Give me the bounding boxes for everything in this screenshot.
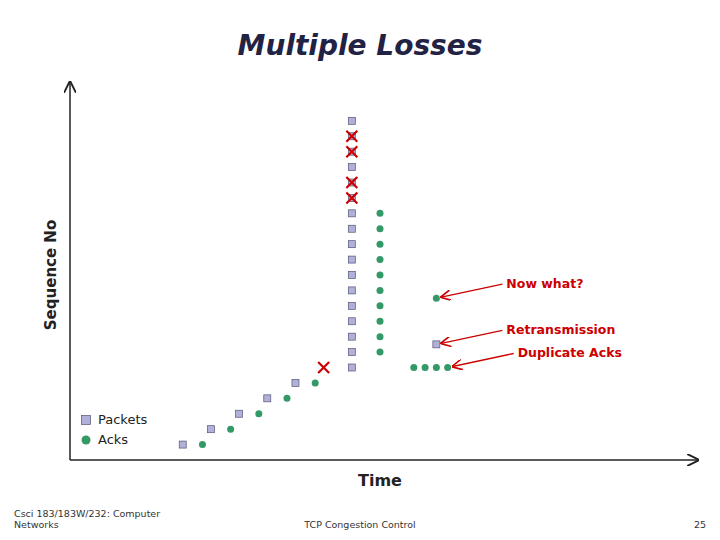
point [377,333,384,340]
point [348,256,355,263]
point [346,131,357,142]
point [348,333,355,340]
y-axis-line [69,82,71,460]
annotation: Retransmission [506,322,615,337]
point [255,410,262,417]
point [346,192,357,203]
footer-text: TCP Congestion Control [303,519,415,530]
footer-text: 25 [694,519,706,530]
point [227,426,234,433]
point [318,362,329,373]
x-axis-line [70,459,698,461]
point [433,295,440,302]
point [348,210,355,217]
legend-swatch [82,436,91,445]
point [377,287,384,294]
point [348,364,355,371]
point [377,241,384,248]
legend-swatch [82,416,91,425]
point [348,241,355,248]
series-2 [318,131,357,373]
point [346,146,357,157]
annotation-arrow [453,354,514,367]
annotation: Now what? [506,276,583,291]
point [348,318,355,325]
annotation: Duplicate Acks [518,345,622,360]
point [264,395,271,402]
point [377,318,384,325]
point [348,287,355,294]
point [292,379,299,386]
x-axis-label: Time [358,471,402,490]
point [199,441,206,448]
point [348,349,355,356]
point [207,426,214,433]
legend-label: Acks [98,432,128,447]
point [312,379,319,386]
footer-text: Csci 183/183W/232: ComputerNetworks [14,508,160,530]
series-1 [199,210,451,448]
point [433,364,440,371]
footer-line: Networks [14,519,59,530]
point [377,272,384,279]
point [377,225,384,232]
point [348,117,355,124]
point [284,395,291,402]
annotation-arrow [441,330,502,343]
point [410,364,417,371]
point [444,364,451,371]
point [377,256,384,263]
point [377,349,384,356]
legend: Packets Acks [82,412,148,447]
point [377,302,384,309]
footer-line: Csci 183/183W/232: Computer [14,508,160,519]
point [348,302,355,309]
footer-line: 25 [694,519,706,530]
y-axis-label: Sequence No [42,220,60,330]
marks [179,117,451,448]
legend-label: Packets [98,412,148,427]
point [236,410,243,417]
point [179,441,186,448]
point [422,364,429,371]
title: Multiple Losses [238,29,483,62]
point [348,225,355,232]
footer-line: TCP Congestion Control [303,519,415,530]
point [348,164,355,171]
annotation-arrow [441,284,502,297]
chart: Multiple Losses Time Sequence No Now what? R… [0,0,720,540]
point [433,341,440,348]
point [348,272,355,279]
series-0 [179,117,440,448]
point [346,177,357,188]
point [377,210,384,217]
